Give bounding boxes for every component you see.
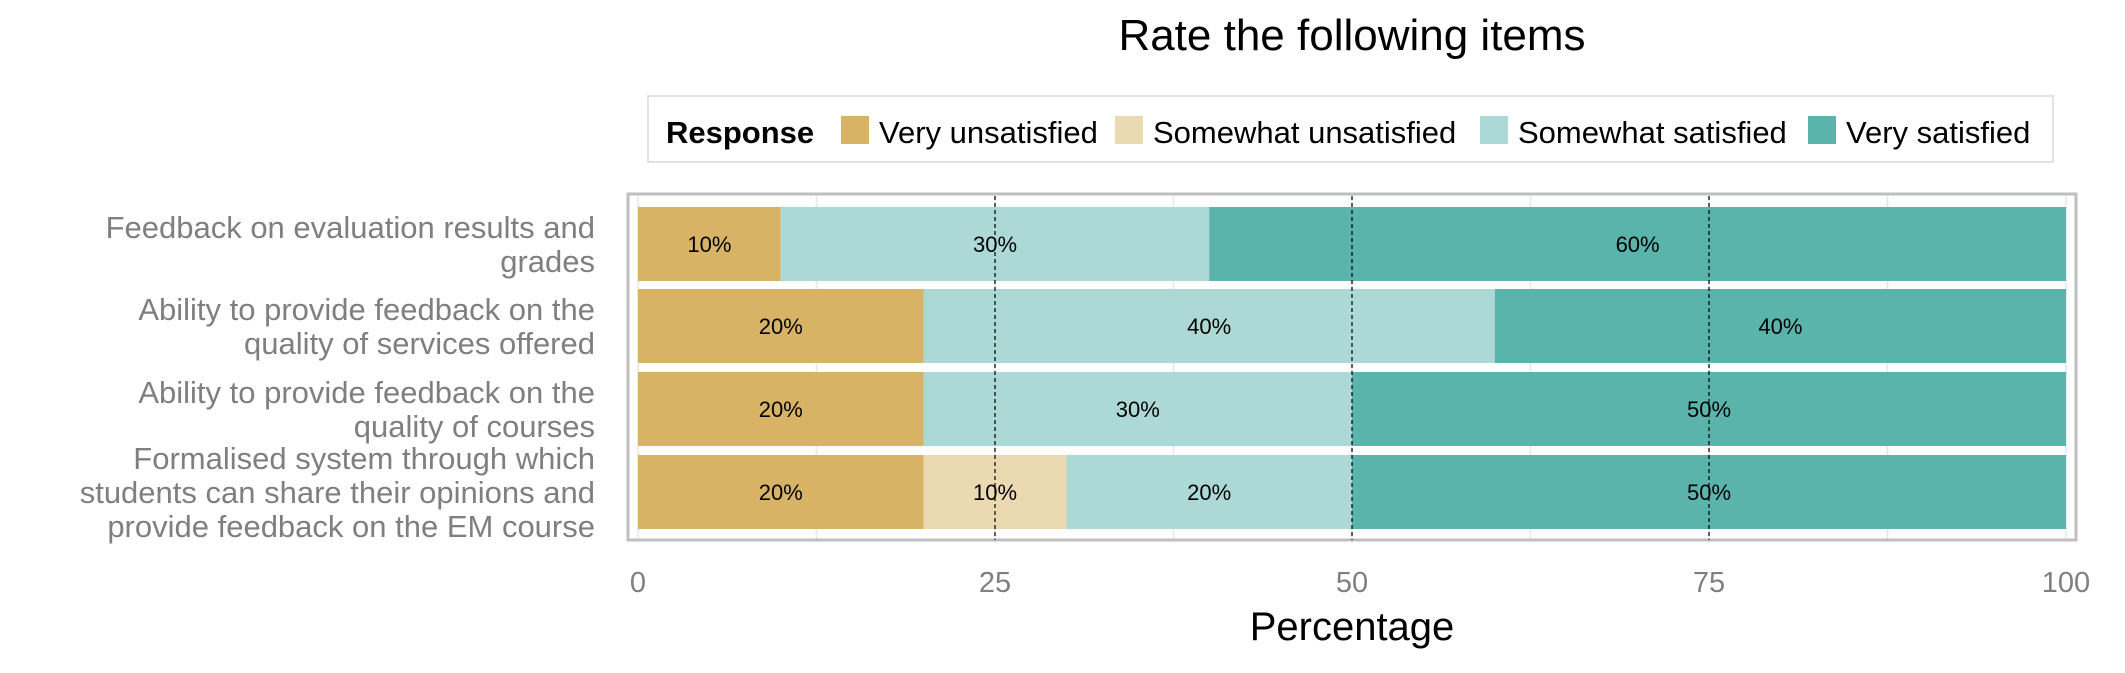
chart-title: Rate the following items	[1118, 11, 1585, 60]
category-label: quality of services offered	[244, 326, 595, 361]
legend-swatch	[841, 116, 869, 144]
category-label: Feedback on evaluation results and	[106, 210, 595, 245]
bar-value-label: 20%	[759, 314, 803, 339]
category-label: quality of courses	[354, 409, 595, 444]
legend-swatch	[1115, 116, 1143, 144]
category-label: Ability to provide feedback on the	[138, 375, 595, 410]
bar-value-label: 40%	[1758, 314, 1802, 339]
x-tick-label: 75	[1693, 567, 1725, 599]
category-label: provide feedback on the EM course	[107, 509, 595, 544]
category-label: grades	[500, 244, 595, 279]
x-tick-label: 50	[1336, 567, 1368, 599]
legend-label: Very satisfied	[1846, 115, 2030, 150]
category-label: Formalised system through which	[133, 441, 595, 476]
bar-value-label: 60%	[1616, 232, 1660, 257]
x-tick-label: 0	[630, 567, 646, 599]
bar-segment	[923, 289, 1495, 363]
bar-value-label: 50%	[1687, 397, 1731, 422]
x-tick-label: 100	[2042, 567, 2090, 599]
category-labels: Feedback on evaluation results andgrades…	[80, 210, 595, 544]
legend-swatch	[1808, 116, 1836, 144]
bar-value-label: 20%	[759, 397, 803, 422]
bar-segment	[638, 455, 924, 529]
category-label: students can share their opinions and	[80, 475, 595, 510]
x-axis-ticks: 0 25 50 75 100	[630, 567, 2090, 599]
legend-label: Somewhat unsatisfied	[1153, 115, 1456, 150]
bar-segment	[638, 372, 924, 446]
legend: Very unsatisfied Somewhat unsatisfied Some…	[841, 115, 2030, 150]
bar-value-label: 10%	[973, 480, 1017, 505]
x-axis-title: Percentage	[1250, 605, 1455, 649]
bars	[638, 207, 2066, 529]
legend-swatch	[1480, 116, 1508, 144]
bar-segment	[638, 289, 924, 363]
legend-label: Very unsatisfied	[879, 115, 1098, 150]
bar-value-label: 50%	[1687, 480, 1731, 505]
x-tick-label: 25	[979, 567, 1011, 599]
bar-segment	[1066, 455, 1352, 529]
reference-lines	[994, 196, 1710, 540]
category-label: Ability to provide feedback on the	[138, 292, 595, 327]
legend-label: Somewhat satisfied	[1518, 115, 1787, 150]
bar-segment	[1494, 289, 2066, 363]
bar-value-label: 40%	[1187, 314, 1231, 339]
bar-segment	[638, 207, 781, 281]
bar-value-label: 30%	[973, 232, 1017, 257]
bar-value-label: 10%	[687, 232, 731, 257]
data-labels: 10% 30% 60% 20% 40% 40% 20% 30% 50% 20% 10% 20% 50%	[687, 232, 1802, 505]
bar-value-label: 20%	[1187, 480, 1231, 505]
legend-title: Response	[666, 115, 814, 150]
bar-value-label: 30%	[1116, 397, 1160, 422]
bar-value-label: 20%	[759, 480, 803, 505]
